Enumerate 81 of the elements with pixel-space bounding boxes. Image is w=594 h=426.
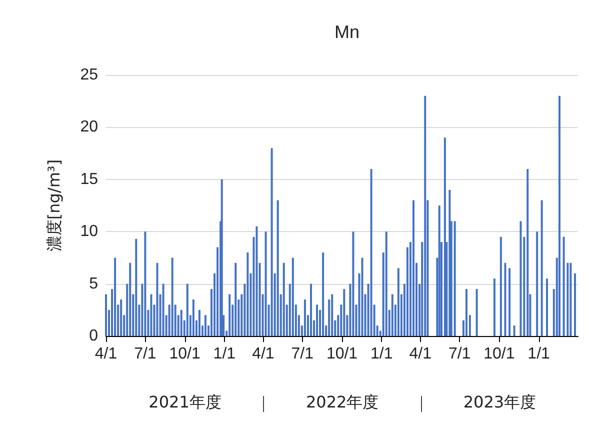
bar xyxy=(114,258,116,336)
bar xyxy=(204,315,206,336)
x-tick-label: 1/1 xyxy=(528,346,550,362)
bar xyxy=(465,289,468,336)
bar xyxy=(282,262,285,336)
bar xyxy=(352,232,354,336)
x-tick-label: 7/1 xyxy=(448,346,471,362)
bar xyxy=(391,294,394,336)
bar xyxy=(316,304,318,336)
bar xyxy=(198,310,200,336)
bar xyxy=(150,294,152,336)
bar xyxy=(448,190,451,336)
y-tick-label: 10 xyxy=(80,223,98,240)
bar xyxy=(558,96,560,336)
text: 2022年度 xyxy=(306,392,379,412)
bar xyxy=(540,200,543,336)
bar xyxy=(228,294,231,336)
bar xyxy=(536,232,538,336)
bar xyxy=(162,284,164,336)
bar xyxy=(310,284,312,336)
bar xyxy=(156,262,158,336)
bar xyxy=(129,262,132,336)
bar xyxy=(513,326,516,336)
x-tick-label: 1/1 xyxy=(370,346,393,362)
bar xyxy=(546,278,548,336)
bar xyxy=(220,179,223,336)
bar xyxy=(135,238,138,336)
bar xyxy=(192,299,194,336)
bar xyxy=(570,262,572,336)
bar xyxy=(574,273,576,336)
y-tick-label: 20 xyxy=(80,118,98,136)
bar xyxy=(526,168,529,336)
bar xyxy=(397,268,400,336)
bar xyxy=(508,268,511,336)
bar xyxy=(385,232,388,336)
bar xyxy=(276,200,279,336)
bar xyxy=(331,294,334,336)
bar xyxy=(322,252,324,336)
bar xyxy=(412,200,414,336)
bar xyxy=(454,221,456,336)
bar xyxy=(256,226,258,336)
bar xyxy=(476,289,478,336)
x-tick-label: 10/1 xyxy=(326,346,358,362)
bar xyxy=(370,168,372,336)
bar xyxy=(343,289,346,336)
text: 2023年度 xyxy=(463,392,536,412)
bar xyxy=(105,294,107,336)
bar xyxy=(186,284,188,336)
x-tick-label: 10/1 xyxy=(484,346,515,362)
bar xyxy=(171,258,174,336)
x-tick-label: 7/1 xyxy=(134,346,156,362)
y-tick-label: 0 xyxy=(89,328,98,344)
bar xyxy=(180,310,182,336)
x-tick-label: 1/1 xyxy=(213,346,236,362)
x-tick-label: 10/1 xyxy=(169,346,200,362)
bar xyxy=(500,236,502,336)
y-tick-label: 15 xyxy=(80,170,98,188)
y-axis-title: 濃度[ng/m³] xyxy=(44,159,64,252)
bar xyxy=(246,252,249,336)
bar xyxy=(438,206,440,336)
bar xyxy=(270,148,273,336)
x-tick-label: 4/1 xyxy=(252,346,274,362)
bar xyxy=(234,262,237,336)
bar xyxy=(264,232,267,336)
bar xyxy=(304,299,306,336)
bar xyxy=(520,221,522,336)
x-tick-label: 4/1 xyxy=(94,346,118,362)
x-tick-label: 4/1 xyxy=(409,346,432,362)
text: 2021年度 xyxy=(148,392,222,412)
bar xyxy=(144,232,146,336)
bar xyxy=(424,96,426,336)
bar xyxy=(361,258,364,336)
bar xyxy=(292,258,294,336)
bar xyxy=(120,299,122,336)
y-tick-label: 5 xyxy=(89,275,98,292)
bar xyxy=(493,278,496,336)
x-tick-label: 7/1 xyxy=(291,346,314,362)
chart-title: Mn xyxy=(334,22,360,42)
y-tick-label: 25 xyxy=(80,66,98,84)
bar xyxy=(504,262,506,336)
bar xyxy=(562,236,565,336)
